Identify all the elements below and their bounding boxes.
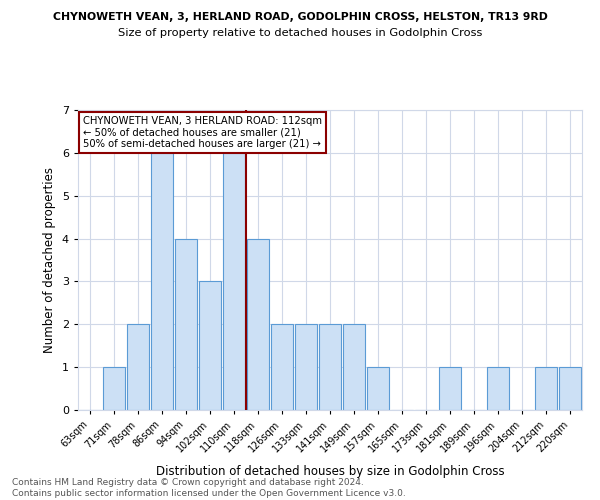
Bar [151, 153, 173, 410]
Bar [559, 367, 581, 410]
Bar [247, 238, 269, 410]
Bar [295, 324, 317, 410]
Bar [439, 367, 461, 410]
Text: CHYNOWETH VEAN, 3 HERLAND ROAD: 112sqm
← 50% of detached houses are smaller (21): CHYNOWETH VEAN, 3 HERLAND ROAD: 112sqm ←… [83, 116, 322, 149]
Bar [343, 324, 365, 410]
Bar [535, 367, 557, 410]
Bar [271, 324, 293, 410]
X-axis label: Distribution of detached houses by size in Godolphin Cross: Distribution of detached houses by size … [155, 465, 505, 478]
Bar [199, 282, 221, 410]
Bar [103, 367, 125, 410]
Bar [223, 153, 245, 410]
Bar [367, 367, 389, 410]
Y-axis label: Number of detached properties: Number of detached properties [43, 167, 56, 353]
Text: Size of property relative to detached houses in Godolphin Cross: Size of property relative to detached ho… [118, 28, 482, 38]
Bar [127, 324, 149, 410]
Bar [487, 367, 509, 410]
Bar [175, 238, 197, 410]
Bar [319, 324, 341, 410]
Text: CHYNOWETH VEAN, 3, HERLAND ROAD, GODOLPHIN CROSS, HELSTON, TR13 9RD: CHYNOWETH VEAN, 3, HERLAND ROAD, GODOLPH… [53, 12, 547, 22]
Text: Contains HM Land Registry data © Crown copyright and database right 2024.
Contai: Contains HM Land Registry data © Crown c… [12, 478, 406, 498]
